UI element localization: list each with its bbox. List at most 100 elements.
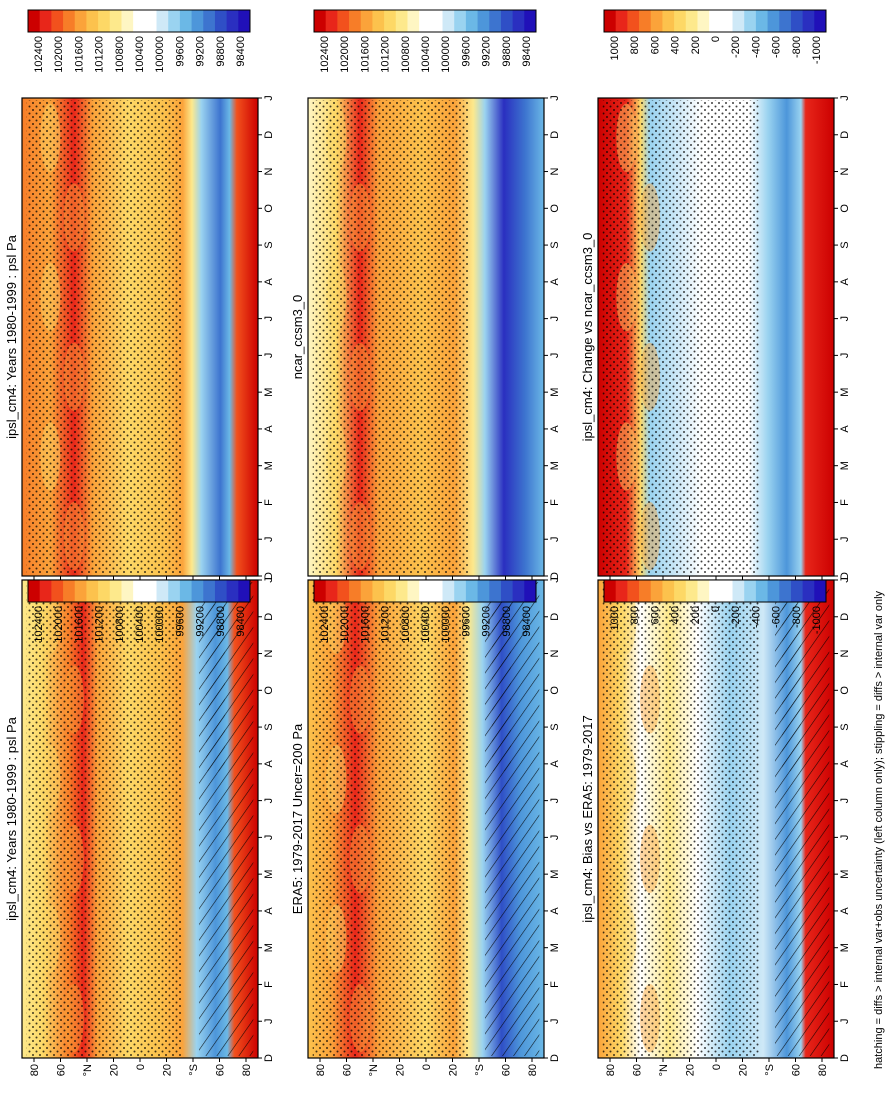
colorbar-label: 400 [670, 36, 682, 54]
month-tick-label: J [839, 798, 851, 804]
colorbar-frame [603, 579, 827, 603]
colorbar-label: 100800 [114, 36, 126, 73]
colorbar-swatch [28, 580, 41, 602]
colorbar-label: -800 [791, 606, 803, 628]
colorbar-bottom-right: 1000 800 600 400 200 0 -200 -400 -600 -800 -1000 [603, 9, 827, 64]
colorbar-swatch [477, 580, 490, 602]
colorbar-swatch [156, 10, 169, 32]
colorbar-label: 0 [710, 606, 722, 612]
colorbar-swatch [814, 580, 827, 602]
stippling-overlay [26, 582, 183, 1056]
colorbar-swatch [121, 10, 134, 32]
colorbar-swatch [442, 10, 455, 32]
colorbar-swatch [63, 10, 76, 32]
month-tick-label: F [839, 981, 851, 988]
colorbar-swatch [767, 580, 780, 602]
stippling-overlay [26, 100, 183, 574]
colorbar-label: 102400 [319, 606, 331, 643]
month-tick-label: A [549, 278, 561, 286]
lat-tick-label: 60 [501, 1064, 513, 1076]
colorbar-swatch [98, 580, 111, 602]
colorbar-swatch [639, 580, 652, 602]
colorbar-swatch [238, 10, 251, 32]
month-tick-label: J [263, 95, 275, 101]
colorbar-swatch [709, 580, 722, 602]
colorbar-swatch [325, 10, 338, 32]
colorbar-label: 100400 [134, 606, 146, 643]
colorbar-label: 98800 [215, 36, 227, 67]
month-tick-label: O [549, 686, 561, 695]
colorbar-swatch [814, 10, 827, 32]
colorbar-swatch [500, 580, 514, 602]
colorbar-swatch [144, 10, 158, 32]
colorbar-swatch [39, 10, 52, 32]
month-tick-label: M [549, 388, 561, 397]
colorbar-swatch [407, 580, 420, 602]
colorbar-label: 101200 [380, 606, 392, 643]
lat-tick-label: 20 [738, 1064, 750, 1076]
colorbar-swatch [604, 10, 617, 32]
panel-title: ipsl_cm4: Change vs ncar_ccsm3_0 [580, 233, 595, 442]
colorbar-swatch [214, 580, 228, 602]
month-tick-label: J [839, 835, 851, 841]
month-tick-label: J [549, 835, 561, 841]
colorbar-top-left: 102400 102000 101600 101200 100800 100400 1000… [27, 579, 251, 643]
lat-tick-label: 60 [215, 1064, 227, 1076]
colorbar-swatch [465, 580, 479, 602]
month-tick-label: J [549, 798, 561, 804]
colorbar-swatch [395, 10, 408, 32]
month-tick-label: A [549, 760, 561, 768]
panel-middle-right: ncar_ccsm3_08060°N20020°S6080DJFMAMJJASO… [290, 95, 561, 594]
month-tick-label: J [549, 577, 561, 583]
colorbar-label: 98800 [501, 606, 513, 637]
panel-title: ncar_ccsm3_0 [290, 295, 305, 380]
month-tick-label: J [263, 798, 275, 804]
colorbar-swatch [337, 10, 350, 32]
colorbar-label: 101200 [94, 36, 106, 73]
month-tick-label: F [263, 981, 275, 988]
lat-tick-label: 60 [56, 1064, 68, 1076]
colorbar-swatch [109, 10, 122, 32]
colorbar-label: 98800 [215, 606, 227, 637]
colorbar-label: 101600 [73, 606, 85, 643]
hatching-patch [782, 603, 801, 772]
colorbar-label: -200 [730, 36, 742, 58]
colorbar-label: 102400 [33, 36, 45, 73]
colorbar-swatch [512, 580, 525, 602]
month-tick-label: D [549, 613, 561, 621]
colorbar-swatch [779, 580, 792, 602]
month-tick-label: D [263, 613, 275, 621]
month-tick-label: M [549, 943, 561, 952]
colorbar-label: 100400 [420, 606, 432, 643]
colorbar-swatch [604, 580, 617, 602]
month-tick-label: O [839, 686, 851, 695]
month-tick-label: J [263, 316, 275, 322]
colorbar-swatch [477, 10, 490, 32]
colorbar-swatch [179, 10, 193, 32]
lat-tick-label: 20 [162, 1064, 174, 1076]
colorbar-swatch [314, 580, 327, 602]
stippling-overlay [312, 582, 469, 1056]
colorbar-swatch [720, 10, 734, 32]
colorbar-swatch [615, 580, 628, 602]
colorbar-label: 102000 [339, 36, 351, 73]
colorbar-label: 1000 [609, 606, 621, 630]
colorbar-label: 101600 [359, 36, 371, 73]
panel-top-right: ipsl_cm4: Years 1980-1999 : psl Pa8060°N… [4, 95, 275, 594]
colorbar-swatch [489, 10, 502, 32]
colorbar-label: 102000 [53, 36, 65, 73]
colorbar-swatch [524, 10, 537, 32]
colorbar-label: 102400 [319, 36, 331, 73]
lat-tick-label: 20 [109, 1064, 121, 1076]
colorbar-swatch [419, 580, 432, 602]
month-tick-label: J [839, 536, 851, 542]
lat-tick-label: 20 [685, 1064, 697, 1076]
lat-tick-label: °N [658, 1064, 670, 1076]
stippling-overlay [312, 100, 469, 574]
colorbar-swatch [133, 580, 146, 602]
colorbar-label: 98400 [235, 36, 247, 67]
month-tick-label: D [839, 131, 851, 139]
colorbar-swatch [802, 580, 815, 602]
colorbar-label: 800 [629, 36, 641, 54]
month-tick-label: A [263, 278, 275, 286]
